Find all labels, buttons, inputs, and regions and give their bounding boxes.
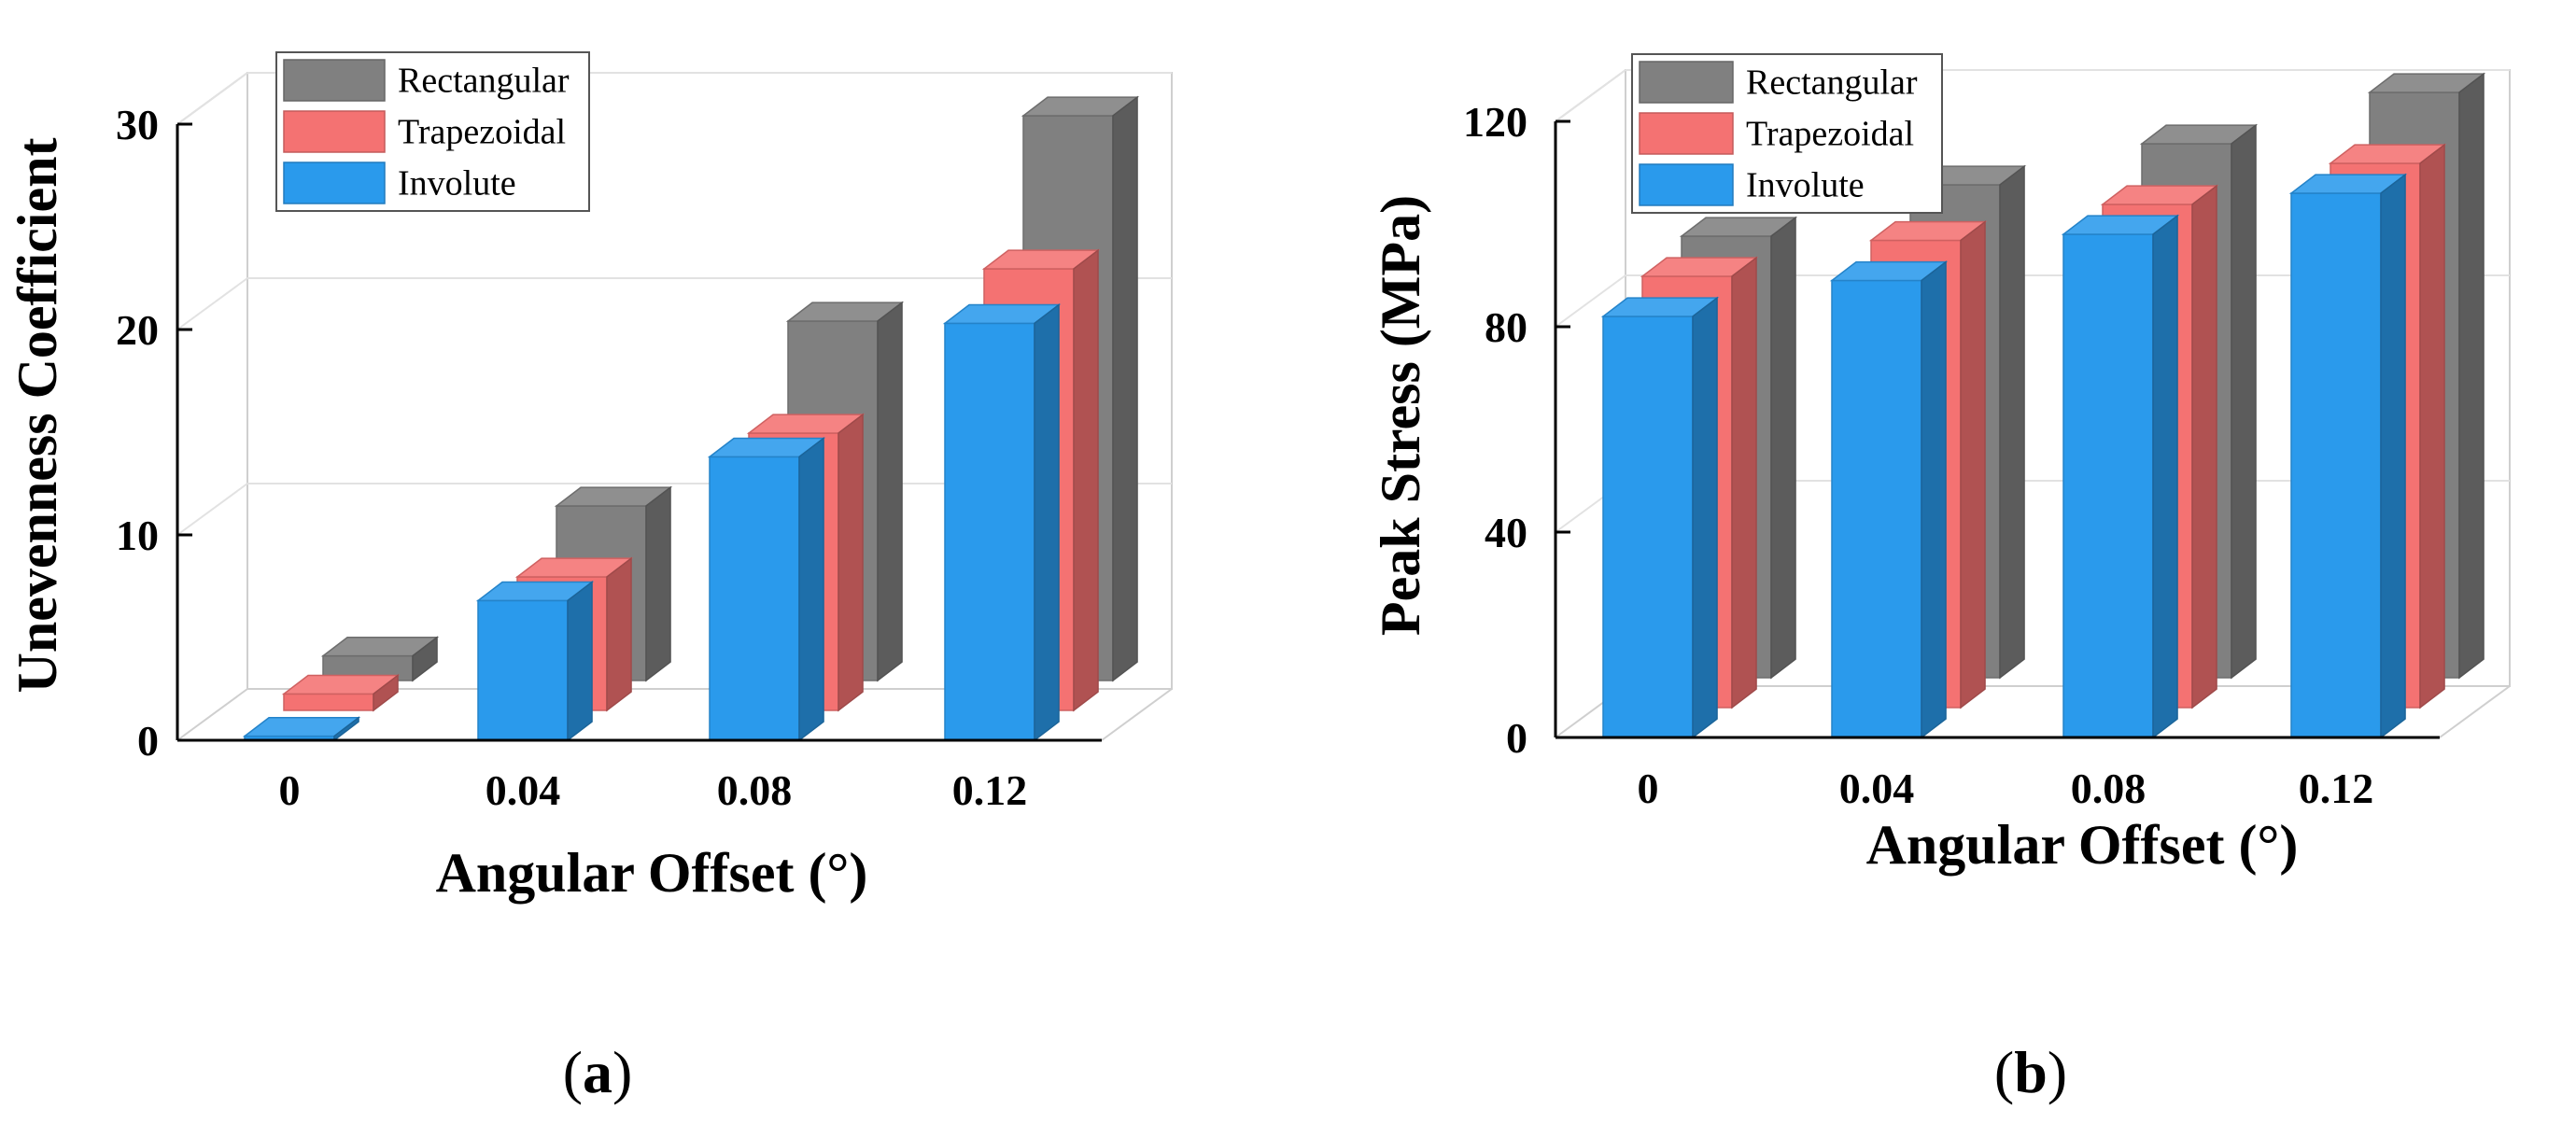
bar-side bbox=[1770, 216, 1796, 680]
bar-side bbox=[798, 437, 824, 742]
y-tick-label: 0 bbox=[137, 717, 159, 765]
bar-involute-0-04 bbox=[1829, 260, 1949, 739]
bar-side bbox=[1999, 164, 2025, 680]
bar-involute-0-08 bbox=[2061, 214, 2180, 739]
panel-label-close: ) bbox=[612, 1039, 632, 1105]
box-edge-bottom-right bbox=[1101, 688, 1173, 741]
bar-involute-0-12 bbox=[942, 303, 1062, 742]
x-tick-label: 0.08 bbox=[2071, 765, 2147, 812]
gridline-side bbox=[176, 277, 248, 330]
bar-side bbox=[645, 485, 671, 682]
bar-involute-0-04 bbox=[475, 581, 595, 742]
bar-side bbox=[1112, 95, 1138, 682]
gridline-side bbox=[176, 483, 248, 536]
bar-involute-0 bbox=[242, 716, 361, 742]
bar-side bbox=[1921, 260, 1947, 739]
legend-swatch-trapezoidal bbox=[283, 110, 386, 153]
x-tick-label: 0 bbox=[1638, 765, 1659, 812]
legend-swatch-involute bbox=[1639, 163, 1734, 206]
bar-side bbox=[877, 301, 903, 682]
y-tick-label: 40 bbox=[1485, 509, 1527, 556]
bar-side bbox=[1034, 303, 1060, 742]
bar-side bbox=[2231, 123, 2257, 680]
bar-side bbox=[567, 581, 593, 742]
bar-face bbox=[1602, 316, 1694, 738]
panel-label-close: ) bbox=[2048, 1039, 2067, 1105]
gridline-side bbox=[1555, 274, 1626, 328]
x-tick-label: 0.04 bbox=[486, 766, 561, 814]
bar-side bbox=[1960, 220, 1986, 709]
legend: Rectangular Trapezoidal Involute bbox=[275, 51, 590, 212]
chart-panel-a: 0 10 20 30 0 0.04 0.08 0.12 Angular Offset (°) Un… bbox=[7, 51, 1173, 1105]
bar-face bbox=[2290, 192, 2382, 738]
bar-involute-0-12 bbox=[2288, 173, 2408, 739]
bar-face bbox=[709, 456, 800, 741]
y-tick-label: 10 bbox=[116, 512, 159, 559]
legend-label-trapezoidal: Trapezoidal bbox=[1746, 114, 1914, 153]
bar-side bbox=[1731, 256, 1757, 709]
panel-label-letter: a bbox=[583, 1039, 612, 1105]
x-axis-title: Angular Offset (°) bbox=[1866, 814, 2299, 876]
legend-label-involute: Involute bbox=[1746, 165, 1865, 204]
legend-label-trapezoidal: Trapezoidal bbox=[398, 112, 566, 151]
bar-face bbox=[283, 693, 374, 711]
panel-label-letter: b bbox=[2014, 1039, 2048, 1105]
y-axis-title: Peak Stress (MPa) bbox=[1370, 195, 1431, 636]
panel-label-open: ( bbox=[1994, 1039, 2014, 1105]
gridline-side bbox=[1555, 69, 1626, 122]
bar-side bbox=[2152, 214, 2178, 739]
gridline-side bbox=[176, 72, 248, 125]
bar-face bbox=[1831, 279, 1922, 738]
x-tick-label: 0 bbox=[279, 766, 301, 814]
bar-side bbox=[1692, 296, 1718, 739]
y-tick-label: 0 bbox=[1506, 714, 1527, 762]
bar-side bbox=[838, 413, 864, 712]
y-tick-label: 80 bbox=[1485, 303, 1527, 351]
x-tick-label: 0.08 bbox=[717, 766, 793, 814]
y-tick-label: 120 bbox=[1463, 98, 1527, 146]
legend-swatch-rectangular bbox=[1639, 61, 1734, 104]
panel-label: (b) bbox=[1994, 1039, 2067, 1105]
bar-face bbox=[2062, 233, 2154, 738]
bar-side bbox=[2458, 72, 2485, 680]
bar-side bbox=[373, 674, 399, 712]
bar-face bbox=[477, 599, 569, 741]
y-tick-label: 20 bbox=[116, 306, 159, 354]
panel-label: (a) bbox=[563, 1039, 633, 1105]
y-tick-label: 30 bbox=[116, 101, 159, 148]
x-axis-title: Angular Offset (°) bbox=[436, 842, 868, 904]
bar-side bbox=[2380, 173, 2406, 739]
bar-trapezoidal-0 bbox=[281, 674, 401, 712]
bar-involute-0-08 bbox=[707, 437, 826, 742]
bar-involute-0 bbox=[1600, 296, 1720, 739]
x-tick-label: 0.12 bbox=[2299, 765, 2374, 812]
legend-swatch-trapezoidal bbox=[1639, 112, 1734, 155]
bar-face bbox=[944, 322, 1035, 741]
legend-label-rectangular: Rectangular bbox=[1746, 63, 1918, 102]
legend-label-rectangular: Rectangular bbox=[398, 61, 570, 100]
bar-side bbox=[606, 556, 632, 712]
bar-side bbox=[2419, 143, 2445, 709]
x-tick-label: 0.04 bbox=[1839, 765, 1915, 812]
legend-swatch-rectangular bbox=[283, 59, 386, 102]
legend-label-involute: Involute bbox=[398, 163, 516, 203]
box-edge-bottom-right bbox=[2439, 685, 2511, 738]
bar-side bbox=[2191, 184, 2217, 709]
bar-rectangular-0 bbox=[320, 636, 440, 682]
bar-side bbox=[412, 636, 438, 682]
legend: Rectangular Trapezoidal Involute bbox=[1631, 53, 1943, 214]
legend-swatch-involute bbox=[283, 161, 386, 204]
y-axis-title: Unevenness Coefficient bbox=[7, 138, 68, 694]
panel-label-open: ( bbox=[563, 1039, 583, 1105]
x-tick-label: 0.12 bbox=[952, 766, 1028, 814]
bar-side bbox=[1073, 248, 1099, 712]
box-edge-bottom-left bbox=[176, 688, 248, 741]
